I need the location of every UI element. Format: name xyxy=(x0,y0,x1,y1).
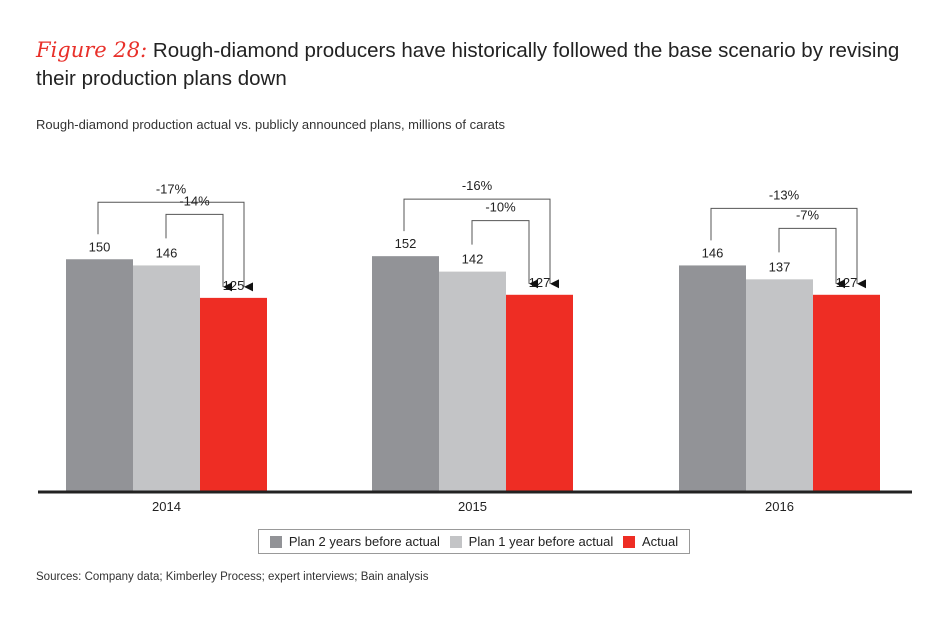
value-label-2015-plan2: 152 xyxy=(395,236,417,251)
value-label-2015-actual: 127 xyxy=(529,275,551,290)
bracket-outer-2014 xyxy=(97,201,253,292)
bar-2016-plan2 xyxy=(679,265,746,491)
change-label-plan1-2014: -14% xyxy=(179,193,210,208)
legend-label-plan2: Plan 2 years before actual xyxy=(288,534,440,549)
value-label-2016-plan1: 137 xyxy=(769,259,791,274)
title-text: Rough-diamond producers have historicall… xyxy=(36,39,900,90)
bracket-outer-2015 xyxy=(403,198,559,289)
value-label-2014-actual: 125 xyxy=(223,278,245,293)
bracket-inner-2014 xyxy=(165,213,232,292)
change-label-plan2-2015: -16% xyxy=(462,178,493,193)
category-label-2015: 2015 xyxy=(458,499,487,514)
legend-label-plan1: Plan 1 year before actual xyxy=(468,534,614,549)
legend-label-actual: Actual xyxy=(641,534,679,549)
bracket-inner-2016 xyxy=(778,227,845,289)
figure-label: Figure 28: xyxy=(36,38,148,62)
change-label-plan2-2016: -13% xyxy=(769,187,800,202)
legend-item-actual: Actual xyxy=(622,534,679,549)
category-label-2016: 2016 xyxy=(765,499,794,514)
value-label-2014-plan2: 150 xyxy=(89,239,111,254)
value-label-2016-plan2: 146 xyxy=(702,245,724,260)
bar-2015-plan2 xyxy=(372,256,439,491)
bar-2014-actual xyxy=(200,297,267,491)
legend-swatch-actual xyxy=(622,535,635,548)
legend-item-plan1: Plan 1 year before actual xyxy=(449,534,614,549)
bar-2016-actual xyxy=(813,294,880,491)
bar-2015-actual xyxy=(506,294,573,491)
bar-2015-plan1 xyxy=(439,271,506,491)
bar-2016-plan1 xyxy=(746,279,813,491)
category-label-2014: 2014 xyxy=(152,499,181,514)
legend-swatch-plan1 xyxy=(449,535,462,548)
value-label-2014-plan1: 146 xyxy=(156,245,178,260)
legend-swatch-plan2 xyxy=(269,535,282,548)
value-label-2015-plan1: 142 xyxy=(462,252,484,267)
change-label-plan2-2014: -17% xyxy=(156,181,187,196)
bar-2014-plan2 xyxy=(66,259,133,491)
chart-legend: Plan 2 years before actual Plan 1 year b… xyxy=(258,529,690,554)
legend-item-plan2: Plan 2 years before actual xyxy=(269,534,440,549)
bar-2014-plan1 xyxy=(133,265,200,491)
chart-subtitle: Rough-diamond production actual vs. publ… xyxy=(36,117,505,132)
source-note: Sources: Company data; Kimberley Process… xyxy=(36,571,429,583)
bracket-outer-2016 xyxy=(710,207,866,289)
bracket-inner-2015 xyxy=(471,220,538,289)
change-label-plan1-2015: -10% xyxy=(485,200,516,215)
value-label-2016-actual: 127 xyxy=(836,275,858,290)
change-label-plan1-2016: -7% xyxy=(796,207,820,222)
chart-title: Figure 28: Rough-diamond producers have … xyxy=(36,36,926,93)
